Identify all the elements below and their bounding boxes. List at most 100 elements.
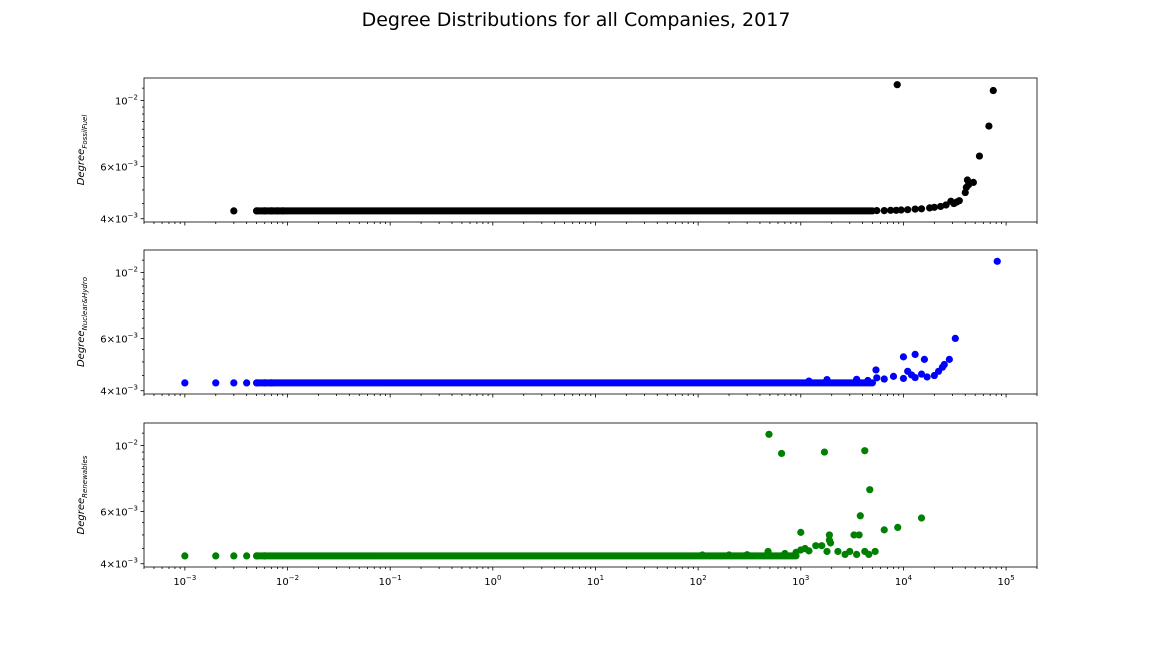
data-point bbox=[853, 375, 861, 383]
data-point bbox=[899, 353, 908, 361]
data-point bbox=[920, 355, 928, 363]
x-tick-label: 105 bbox=[997, 574, 1014, 588]
data-point bbox=[865, 550, 873, 558]
data-point bbox=[930, 203, 938, 211]
data-point bbox=[698, 551, 706, 559]
y-tick-label: 4×10−3 bbox=[100, 212, 138, 226]
axes-frame bbox=[143, 77, 1038, 223]
data-point bbox=[897, 206, 905, 214]
data-point bbox=[853, 550, 861, 558]
subplot-3: 10−3 10−2 10−1 100 101 102 103 104 105 10−2 6×10−3… bbox=[76, 422, 1038, 588]
x-tick-label: 102 bbox=[690, 574, 707, 588]
data-point bbox=[893, 81, 901, 89]
data-point bbox=[899, 374, 908, 383]
y-tick-label: 10−2 bbox=[115, 265, 138, 279]
data-point bbox=[945, 355, 953, 363]
data-point bbox=[936, 202, 945, 211]
y-tick-label: 4×10−3 bbox=[100, 384, 138, 398]
data-point bbox=[212, 552, 220, 560]
x-tick-label: 10−2 bbox=[276, 574, 299, 588]
data-point bbox=[985, 122, 993, 130]
data-point bbox=[268, 379, 276, 387]
y-axis-label: DegreeFossilFuel bbox=[76, 115, 89, 186]
data-point bbox=[268, 207, 276, 215]
data-point bbox=[273, 207, 282, 215]
figure-title: Degree Distributions for all Companies, … bbox=[361, 9, 791, 31]
axes-frame bbox=[143, 249, 1038, 395]
data-point bbox=[812, 542, 820, 550]
data-point bbox=[243, 552, 251, 560]
data-point bbox=[834, 547, 842, 556]
x-tick-label: 10−3 bbox=[173, 574, 196, 588]
data-point bbox=[850, 531, 858, 539]
x-tick-label: 10−1 bbox=[379, 574, 402, 588]
data-point bbox=[871, 547, 879, 556]
data-point bbox=[993, 257, 1001, 265]
data-point bbox=[243, 379, 251, 387]
data-point bbox=[777, 449, 786, 458]
data-point bbox=[889, 372, 898, 380]
data-point bbox=[942, 201, 950, 209]
y-tick-label: 4×10−3 bbox=[100, 557, 138, 571]
data-point bbox=[253, 552, 261, 560]
data-point bbox=[855, 531, 863, 539]
data-point bbox=[823, 547, 831, 556]
data-point bbox=[212, 379, 220, 387]
y-tick-label: 10−2 bbox=[115, 93, 138, 107]
data-point bbox=[894, 523, 902, 532]
axes-frame bbox=[143, 422, 1038, 568]
data-point bbox=[826, 539, 835, 547]
data-point bbox=[797, 528, 805, 536]
data-point bbox=[805, 377, 813, 385]
data-point bbox=[917, 205, 926, 213]
data-point bbox=[846, 547, 854, 556]
y-tick-label: 6×10−3 bbox=[100, 504, 138, 518]
data-point bbox=[781, 549, 789, 558]
data-point bbox=[805, 547, 813, 555]
data-point bbox=[904, 206, 912, 214]
data-point bbox=[880, 207, 888, 215]
x-tick-label: 101 bbox=[587, 574, 604, 588]
subplot-1: 10−2 6×10−3 4×10−3 DegreeFossilFuel bbox=[76, 77, 1038, 226]
data-point bbox=[261, 207, 269, 215]
x-tick-label: 100 bbox=[484, 574, 501, 588]
data-point bbox=[823, 376, 831, 384]
data-point bbox=[887, 206, 895, 214]
data-point bbox=[253, 207, 261, 215]
data-point bbox=[917, 514, 926, 522]
data-point bbox=[181, 379, 189, 387]
data-point bbox=[873, 207, 881, 215]
data-point bbox=[880, 375, 888, 383]
data-point bbox=[279, 207, 287, 215]
data-point bbox=[955, 197, 963, 205]
data-point bbox=[917, 370, 926, 378]
data-point bbox=[765, 430, 773, 438]
data-point bbox=[951, 334, 959, 342]
y-tick-label: 6×10−3 bbox=[100, 159, 138, 173]
y-axis-label: DegreeNuclear&Hydro bbox=[76, 277, 89, 367]
data-point bbox=[911, 350, 919, 359]
data-point bbox=[923, 373, 931, 381]
data-point bbox=[856, 512, 864, 520]
x-tick-label: 103 bbox=[792, 574, 809, 588]
data-point bbox=[911, 373, 919, 382]
data-point bbox=[861, 447, 869, 455]
y-tick-label: 6×10−3 bbox=[100, 331, 138, 345]
data-point bbox=[818, 542, 826, 550]
data-point bbox=[181, 552, 189, 560]
data-point bbox=[880, 526, 888, 534]
data-point bbox=[969, 178, 977, 187]
data-point bbox=[261, 552, 269, 560]
data-point bbox=[825, 531, 834, 539]
data-point bbox=[261, 379, 269, 387]
data-point bbox=[911, 205, 919, 213]
y-tick-label: 10−2 bbox=[115, 438, 138, 452]
data-point bbox=[872, 366, 880, 374]
y-axis-label: DegreeRenewables bbox=[76, 455, 89, 534]
data-point bbox=[230, 552, 238, 560]
data-point bbox=[975, 152, 984, 160]
x-tick-label: 104 bbox=[895, 574, 913, 588]
data-point bbox=[963, 176, 972, 184]
